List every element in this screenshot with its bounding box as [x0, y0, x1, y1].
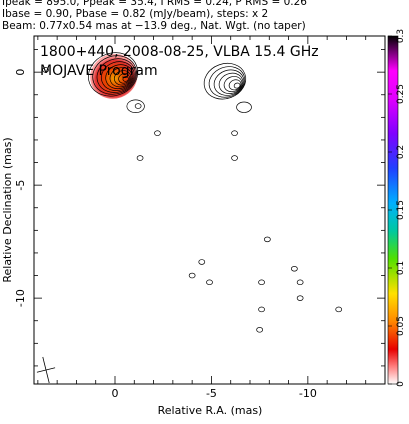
colorbar-ticks: 0 0.05 0.1 0.15 0.2 0.25 0.3 [388, 29, 406, 387]
header-line-2: Ibase = 0.90, Pbase = 0.82 (mJy/beam), s… [2, 8, 269, 20]
contour-line [88, 52, 139, 97]
y-tick-label: 0 [14, 69, 27, 76]
colorbar-tick-label: 0 [396, 381, 406, 387]
chart-annotation-program: MOJAVE Program [40, 63, 158, 79]
colorbar-tick-label: 0.15 [396, 200, 406, 220]
y-axis-label: Relative Declination (mas) [1, 137, 14, 282]
contour-line [218, 72, 244, 94]
beam-marker [36, 356, 56, 384]
isolated-contour [231, 130, 238, 136]
contour-layer [42, 29, 371, 333]
contour-line [228, 79, 242, 91]
isolated-contour [258, 306, 265, 313]
contour-line [92, 55, 137, 95]
contour-line [203, 62, 247, 100]
contour-line [109, 67, 133, 88]
colorbar-tick-label: 0.05 [396, 316, 406, 336]
contour-line [233, 82, 241, 89]
colorbar-tick-label: 0.25 [396, 84, 406, 104]
chart-annotation-source: 1800+440, 2008-08-25, VLBA 15.4 GHz [40, 44, 319, 60]
y-axis-ticks: 0 -5 -10 [14, 49, 385, 367]
contour-line [213, 69, 245, 96]
isolated-contour [264, 236, 271, 243]
isolated-contour [136, 155, 144, 161]
colorbar-tick-label: 0.3 [396, 29, 406, 43]
isolated-contour [365, 29, 371, 34]
isolated-contour [256, 327, 263, 333]
isolated-contour [259, 29, 265, 34]
isolated-contour [198, 259, 206, 265]
contour-line [101, 61, 135, 91]
isolated-contour [291, 266, 298, 272]
isolated-contour [296, 295, 304, 301]
isolated-contour [335, 306, 343, 313]
colorbar-tick-label: 0.1 [396, 261, 406, 275]
isolated-contour [154, 130, 161, 136]
y-tick-label: -5 [14, 180, 27, 191]
isolated-contour [188, 272, 196, 279]
contour-line [126, 99, 145, 113]
x-axis-label: Relative R.A. (mas) [158, 404, 263, 417]
contour-line [122, 76, 129, 82]
isolated-contour [296, 279, 304, 286]
contour-line [236, 101, 252, 113]
contour-line [105, 64, 134, 90]
contour-line [223, 76, 243, 93]
x-tick-label: -10 [299, 387, 317, 400]
contour-line [118, 73, 130, 84]
contour-line [113, 70, 132, 86]
x-axis-ticks: 0 -5 -10 [37, 36, 386, 400]
isolated-contour [258, 279, 265, 286]
plot-frame [33, 35, 386, 385]
isolated-contour [231, 155, 238, 161]
y-tick-label: -10 [14, 289, 27, 307]
header-line-1: Ipeak = 895.0, Ppeak = 35.4, I RMS = 0.2… [2, 0, 307, 8]
contour-line [208, 66, 246, 98]
header-line-3: Beam: 0.77x0.54 mas at −13.9 deg., Nat. … [2, 20, 306, 32]
x-tick-label: -5 [206, 387, 217, 400]
contour-line [96, 58, 136, 93]
x-tick-label: 0 [112, 387, 119, 400]
isolated-contour [206, 279, 213, 286]
colorbar-tick-label: 0.2 [396, 145, 406, 159]
isolated-contour [42, 67, 49, 73]
isolated-contour [134, 103, 142, 109]
